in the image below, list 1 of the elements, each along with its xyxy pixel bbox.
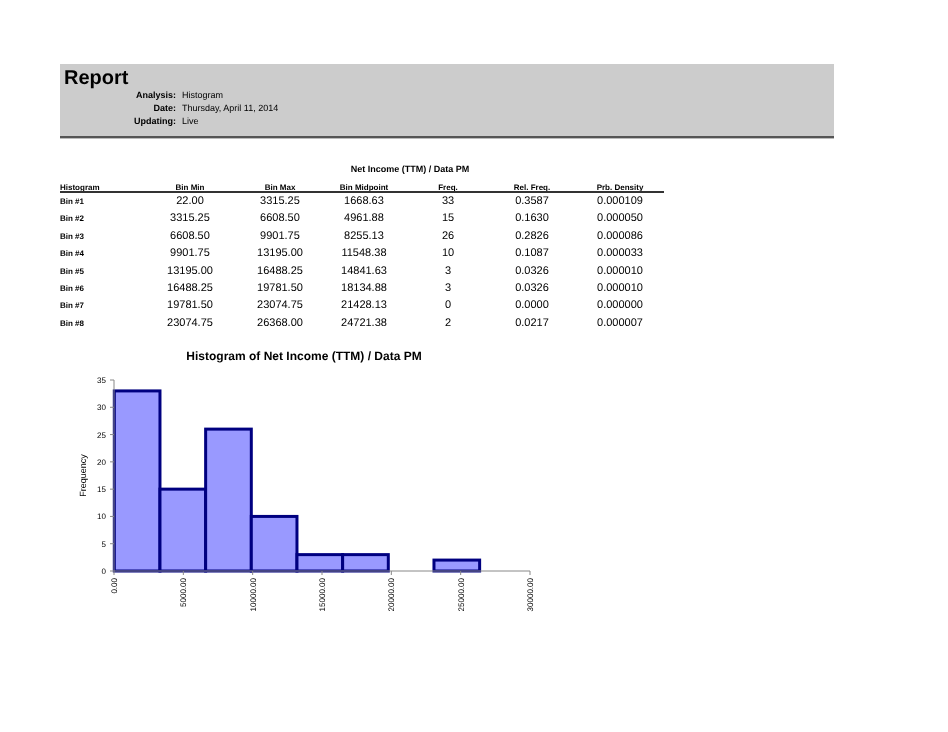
- text: Report: [64, 68, 130, 90]
